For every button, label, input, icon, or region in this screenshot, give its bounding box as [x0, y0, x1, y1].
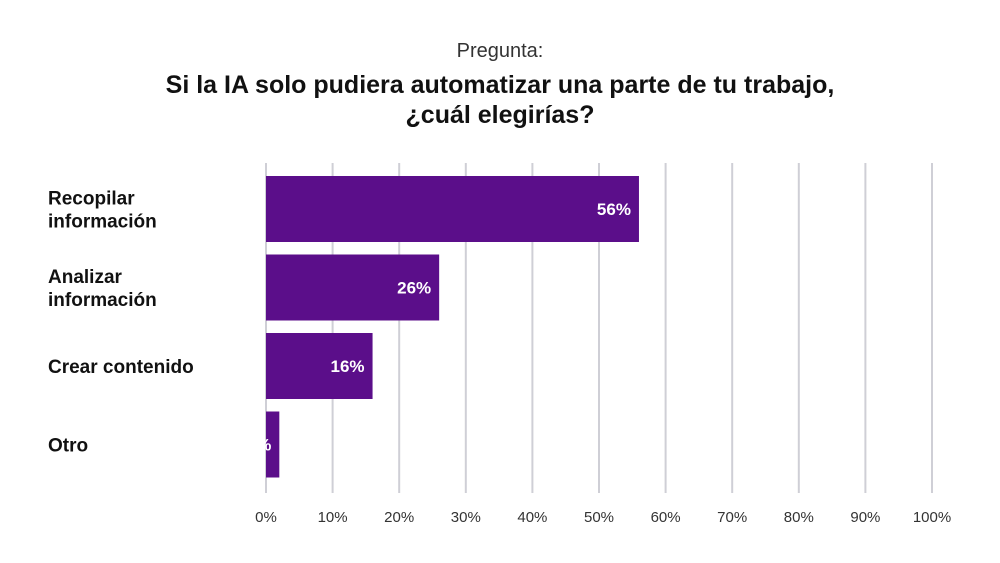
x-tick-label: 60% — [651, 509, 681, 526]
x-tick-label: 100% — [913, 509, 951, 526]
x-tick-label: 80% — [784, 509, 814, 526]
bar — [266, 176, 639, 242]
category-label: Crear contenido — [48, 357, 194, 378]
x-tick-label: 20% — [384, 509, 414, 526]
category-label: Analizar — [48, 267, 123, 288]
category-label: Recopilar — [48, 189, 135, 210]
x-tick-label: 0% — [255, 509, 277, 526]
x-tick-label: 50% — [584, 509, 614, 526]
bar — [266, 333, 373, 399]
value-label: 16% — [331, 357, 365, 376]
chart-title: Si la IA solo pudiera automatizar una pa… — [165, 71, 835, 129]
category-label: información — [48, 212, 157, 233]
category-label: Otro — [48, 436, 88, 457]
x-tick-label: 70% — [717, 509, 747, 526]
x-tick-label: 90% — [850, 509, 880, 526]
value-label: 56% — [597, 200, 631, 219]
x-tick-label: 10% — [318, 509, 348, 526]
bar — [266, 254, 440, 321]
x-tick-label: 30% — [451, 509, 481, 526]
value-label: 2% — [247, 436, 272, 455]
value-label: 26% — [397, 279, 431, 298]
question-label: Pregunta: — [456, 40, 544, 62]
x-tick-label: 40% — [517, 509, 547, 526]
category-label: información — [48, 290, 157, 311]
bar — [266, 411, 280, 478]
